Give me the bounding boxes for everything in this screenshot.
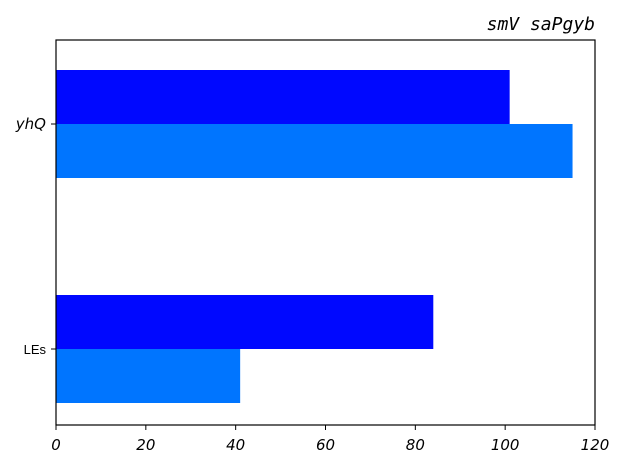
x-tick-label: 20: [136, 436, 155, 454]
x-axis: 0 20 40 60 80 100 120: [51, 425, 609, 454]
x-tick-label: 40: [226, 436, 245, 454]
x-tick-label: 0: [51, 436, 61, 454]
x-tick-label: 100: [491, 436, 520, 454]
y-axis: yhQ LEs: [15, 115, 56, 357]
bar-LEs-series-1: [56, 295, 434, 349]
x-tick-label: 60: [316, 436, 335, 454]
bars-group: [56, 70, 573, 403]
bar-yhQ-series-2: [56, 124, 573, 178]
chart-title: smV saPgyb: [487, 14, 595, 35]
bar-LEs-series-2: [56, 349, 241, 403]
y-tick-label: LEs: [24, 342, 47, 357]
y-tick-label: yhQ: [15, 115, 46, 133]
x-tick-label: 80: [406, 436, 425, 454]
x-tick-label: 120: [581, 436, 610, 454]
bar-yhQ-series-1: [56, 70, 510, 124]
